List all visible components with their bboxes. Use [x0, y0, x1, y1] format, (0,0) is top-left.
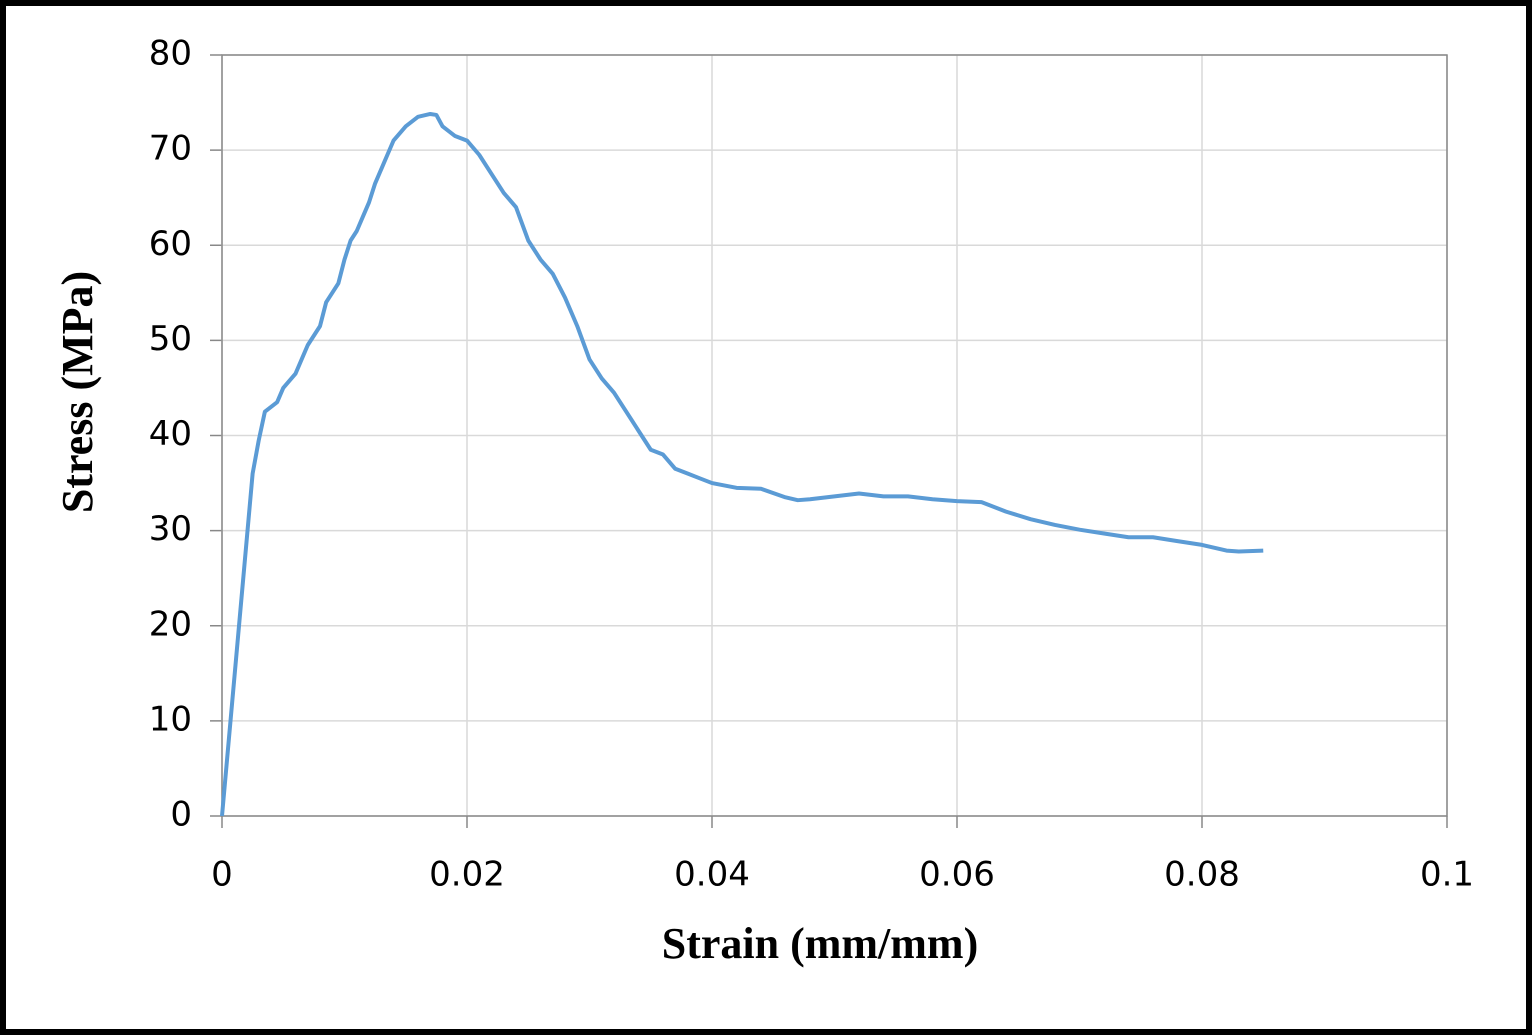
x-tick-label: 0.08: [1164, 855, 1240, 895]
x-axis-title: Strain (mm/mm): [662, 919, 979, 968]
y-tick-label: 50: [149, 319, 192, 359]
y-tick-label: 80: [149, 34, 192, 74]
x-tick-label: 0: [211, 855, 233, 895]
data-line: [220, 111, 1264, 817]
y-tick-label: 70: [149, 129, 192, 169]
y-tick-label: 20: [149, 604, 192, 644]
y-tick-label: 30: [149, 509, 192, 549]
y-tick-label: 10: [149, 699, 192, 739]
plot-border: [221, 54, 1448, 817]
y-tick-label: 60: [149, 224, 192, 264]
x-tick-label: 0.02: [429, 855, 505, 895]
x-tick-label: 0.1: [1420, 855, 1474, 895]
y-tick-label: 40: [149, 414, 192, 454]
x-tick-label: 0.06: [919, 855, 995, 895]
x-tick-label: 0.04: [674, 855, 750, 895]
y-axis-title: Stress (MPa): [53, 271, 102, 513]
y-tick-label: 0: [170, 795, 192, 835]
